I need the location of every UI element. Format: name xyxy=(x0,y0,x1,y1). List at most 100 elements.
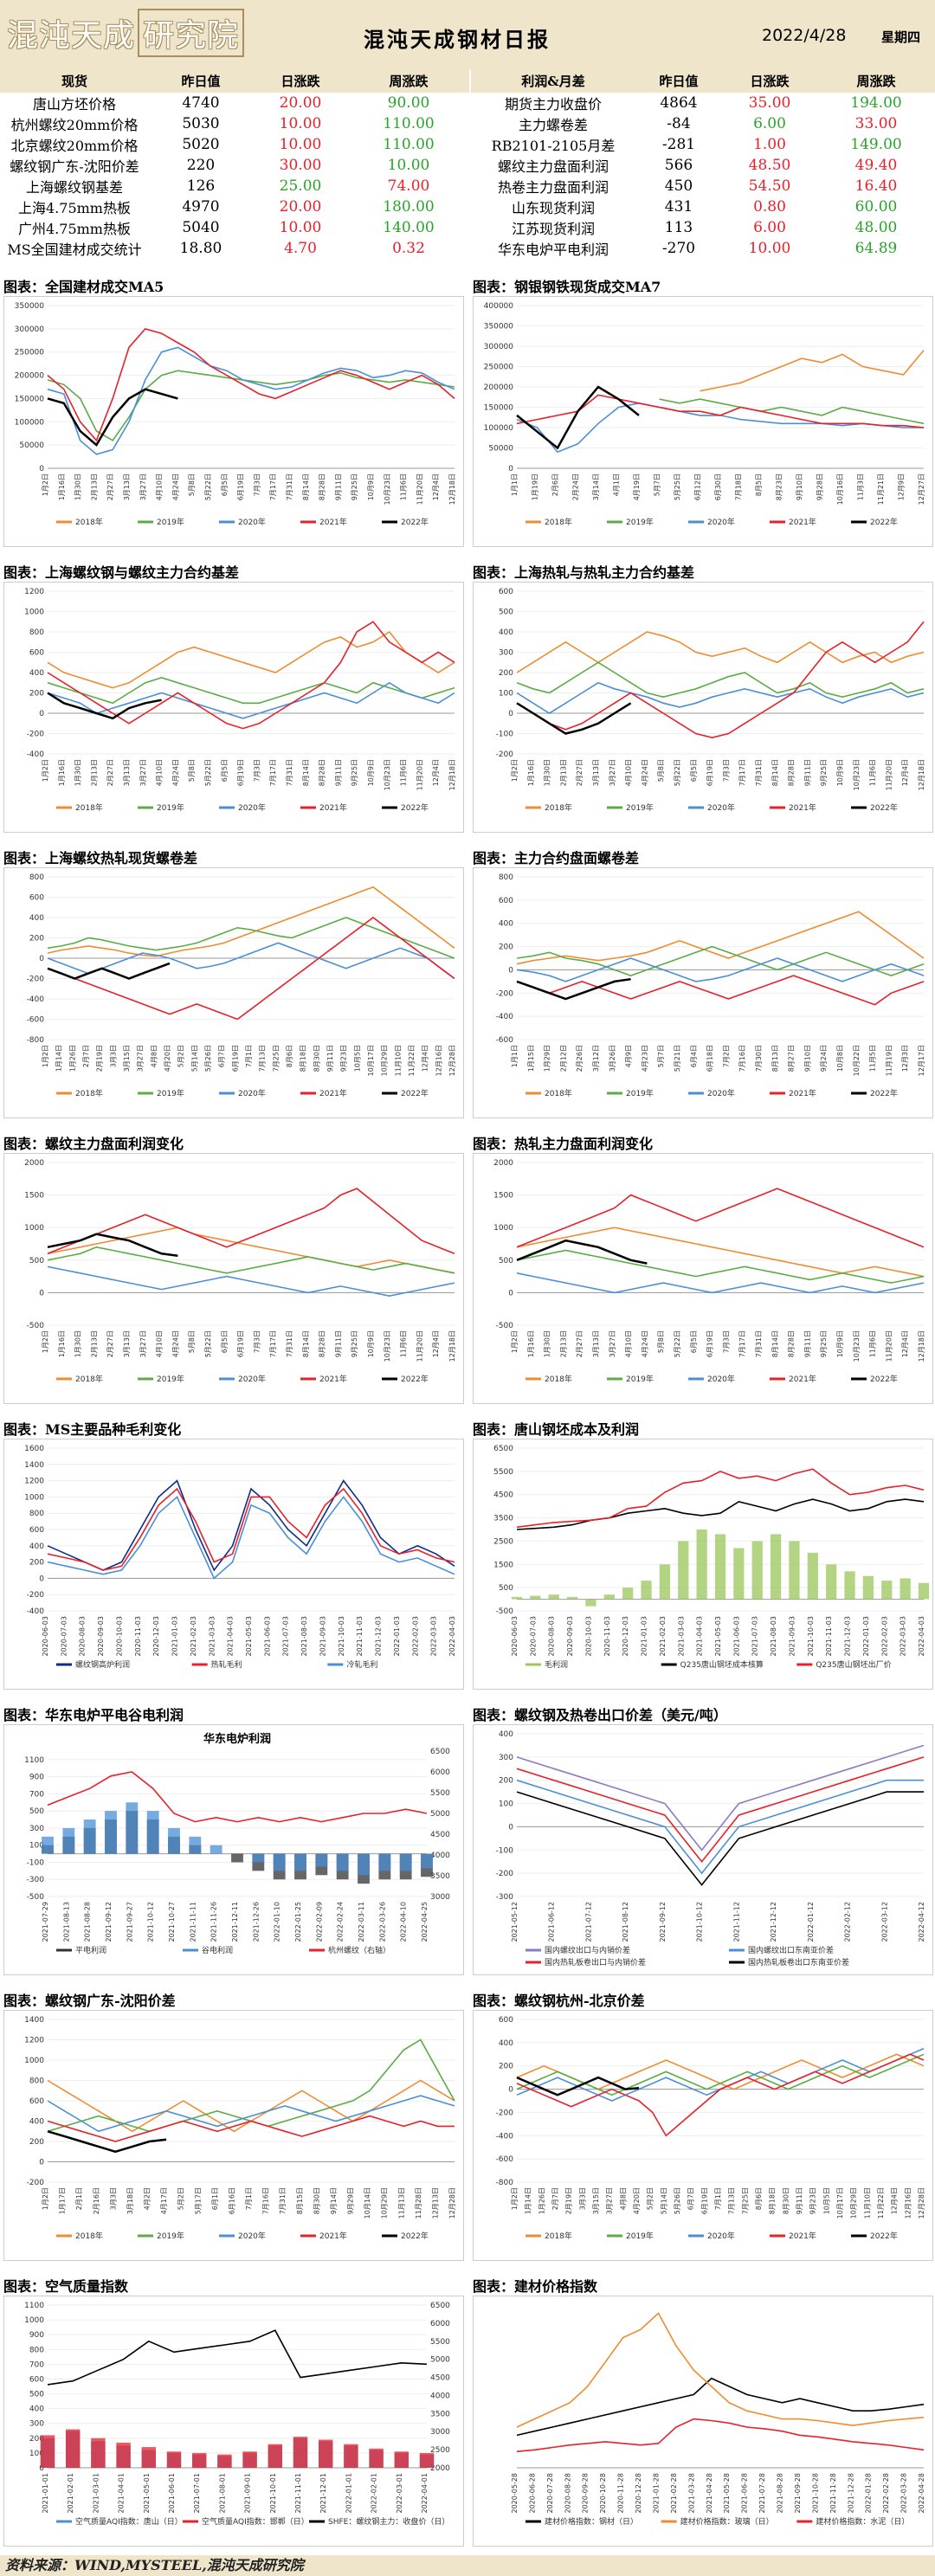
legend-label: 2019年 xyxy=(157,517,184,527)
y-tick-label: 300000 xyxy=(484,343,514,351)
x-tick-label: 8月14日 xyxy=(771,1330,779,1357)
x-tick-label: 6月5日 xyxy=(690,1330,698,1353)
bar xyxy=(603,1594,615,1600)
week-change: 16.40 xyxy=(854,177,898,195)
bar xyxy=(369,2448,384,2468)
x-tick-label: 6月4日 xyxy=(690,1045,698,1067)
x-tick-label: 3月27日 xyxy=(139,473,147,500)
chart-panel: -600 -400 -200 0 200 400 600 800 1月1日 1月15日 1月29日 2… xyxy=(473,867,933,1118)
x-tick-label: 2021-01-28 xyxy=(652,2473,660,2514)
legend-label: 冷轧毛利 xyxy=(346,1659,377,1670)
legend-label: 2020年 xyxy=(707,2231,735,2241)
chart-panel: 0 50000 100000 150000 200000 250000 300000 3500… xyxy=(473,296,933,547)
x-tick-label: 8月6日 xyxy=(755,2187,763,2210)
chart-panel: -500 0 500 1000 1500 2000 1月2日 1月16日 1月30日 2月13日 2… xyxy=(473,1153,933,1404)
x-tick-label: 10月5日 xyxy=(822,2187,830,2214)
y-tick-label: -300 xyxy=(27,1876,45,1884)
x-tick-label: 4月8日 xyxy=(150,1045,158,1067)
legend-label: 2022年 xyxy=(401,1088,429,1098)
x-tick-label: 6月16日 xyxy=(228,2187,235,2214)
x-tick-label: 2020-10-03 xyxy=(584,1616,592,1657)
x-tick-label: 3月18日 xyxy=(126,2187,134,2214)
company-logo: 混沌天成 研究院 xyxy=(7,9,245,57)
table-row: 上海4.75mm热板 4970 20.00 180.00 xyxy=(0,196,469,217)
series-line xyxy=(47,1479,455,1572)
x-tick-label: 9月11日 xyxy=(803,1330,811,1357)
prev-value: 18.80 xyxy=(149,238,253,259)
table-row: RB2101-2105月差 -281 1.00 149.00 xyxy=(471,134,935,155)
y-tick-label: -100 xyxy=(496,731,514,739)
y-tick-label: -200 xyxy=(496,1870,514,1878)
bar xyxy=(770,1534,782,1600)
prev-value: -84 xyxy=(635,113,722,134)
chart-panel: -300 -200 -100 0 100 200 300 400 2021-05-12 2021-… xyxy=(473,1724,933,1975)
week-change: 110.00 xyxy=(348,113,469,134)
x-tick-label: 2021-08-01 xyxy=(218,2473,226,2514)
table-row: MS全国建材成交统计 18.80 4.70 0.32 xyxy=(0,238,469,259)
x-tick-label: 11月19日 xyxy=(885,1045,893,1076)
x-tick-label: 2021-07-28 xyxy=(758,2473,766,2514)
x-tick-label: 2月13日 xyxy=(90,473,98,500)
legend-label: 2019年 xyxy=(626,517,654,527)
legend-label: 2020年 xyxy=(238,2231,266,2241)
x-tick-label: 10月23日 xyxy=(384,473,391,505)
bar xyxy=(900,1578,911,1600)
x-tick-label: 6月19日 xyxy=(700,2187,708,2214)
x-tick-label: 8月28日 xyxy=(319,1330,326,1357)
row-name: 华东电炉平电利润 xyxy=(471,238,635,259)
table-row: 北京螺纹20mm价格 5020 10.00 110.00 xyxy=(0,134,469,155)
y-tick-label: -400 xyxy=(27,1607,45,1616)
x-tick-label: 2021-01-01 xyxy=(42,2473,49,2514)
legend-label: 螺纹钢高炉利润 xyxy=(75,1659,130,1670)
legend-label: 2018年 xyxy=(75,1374,103,1384)
x-tick-label: 2月24日 xyxy=(572,473,580,500)
prev-value: 5020 xyxy=(182,136,220,153)
x-tick-label: 8月30日 xyxy=(313,2187,320,2214)
day-change: 6.00 xyxy=(722,113,817,134)
table-row: 华东电炉平电利润 -270 10.00 64.89 xyxy=(471,238,935,259)
x-tick-label: 4月10日 xyxy=(625,1330,633,1357)
x-tick-label: 2021-10-27 xyxy=(168,1902,176,1942)
x-tick-label: 3月13日 xyxy=(592,1330,600,1357)
x-tick-label: 3月15日 xyxy=(123,1045,131,1072)
legend-label: 毛利润 xyxy=(545,1659,568,1670)
x-tick-label: 2022-04-12 xyxy=(918,1902,925,1942)
x-tick-label: 2020-07-28 xyxy=(546,2473,554,2514)
x-tick-label: 7月17日 xyxy=(269,1330,277,1357)
bar xyxy=(659,1564,671,1600)
x-tick-label: 9月23日 xyxy=(340,1045,348,1072)
y-tick-label: -200 xyxy=(496,2109,514,2117)
series-line xyxy=(516,975,925,1006)
x-tick-label: 2022-03-11 xyxy=(358,1902,365,1942)
y-right-tick-label: 4000 xyxy=(430,1852,450,1860)
x-tick-label: 2020-05-28 xyxy=(511,2473,519,2514)
x-tick-label: 10月29日 xyxy=(381,2187,389,2219)
x-tick-label: 2022-03-28 xyxy=(900,2473,908,2514)
x-tick-label: 9月11日 xyxy=(334,473,342,500)
table-row: 期货主力收盘价 4864 35.00 194.00 xyxy=(471,93,935,113)
x-tick-label: 2021-12-28 xyxy=(847,2473,854,2514)
y-tick-label: -200 xyxy=(27,2179,45,2187)
y-tick-label: 1200 xyxy=(24,2037,44,2045)
x-tick-label: 1月17日 xyxy=(59,2187,67,2214)
x-tick-label: 1月16日 xyxy=(527,1330,535,1357)
bar xyxy=(252,1853,265,1863)
x-tick-label: 2021-09-01 xyxy=(244,2473,252,2514)
legend-label: 2019年 xyxy=(626,802,654,813)
x-tick-label: 1月2日 xyxy=(42,473,49,496)
x-tick-label: 5月2日 xyxy=(647,2187,654,2210)
y-tick-label: 1600 xyxy=(24,1445,44,1453)
x-tick-label: 6月19日 xyxy=(237,759,245,786)
x-tick-label: 10月23日 xyxy=(853,1330,861,1362)
x-tick-label: 3月26日 xyxy=(609,1045,616,1072)
x-tick-label: 9月23日 xyxy=(809,2187,817,2214)
prev-value: 450 xyxy=(664,177,693,195)
legend-label: 2018年 xyxy=(545,2231,572,2241)
legend-label: 2019年 xyxy=(157,1088,184,1098)
bar xyxy=(42,1836,54,1854)
report-header: 混沌天成 研究院 混沌天成钢材日报 2022/4/28 星期四 xyxy=(0,0,935,69)
y-tick-label: 200 xyxy=(29,690,44,699)
x-tick-label: 8月5日 xyxy=(755,473,763,496)
y-right-tick-label: 4000 xyxy=(430,2392,450,2400)
x-tick-label: 3月13日 xyxy=(123,1330,131,1357)
